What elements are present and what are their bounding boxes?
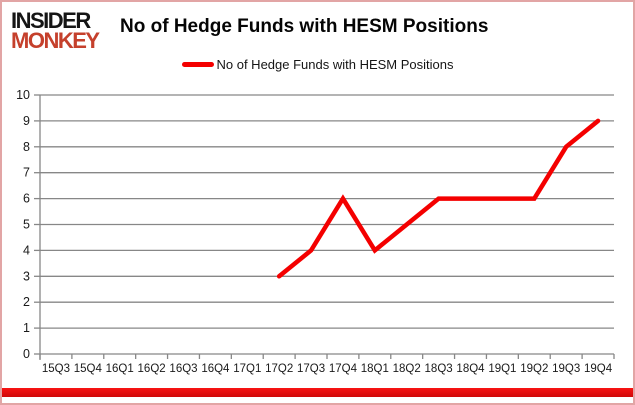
svg-text:6: 6	[23, 192, 30, 206]
legend-label: No of Hedge Funds with HESM Positions	[216, 57, 454, 72]
svg-text:18Q4: 18Q4	[456, 363, 485, 375]
svg-text:19Q3: 19Q3	[552, 363, 580, 375]
svg-text:17Q2: 17Q2	[265, 363, 293, 375]
svg-text:17Q3: 17Q3	[297, 363, 325, 375]
svg-text:5: 5	[23, 218, 30, 232]
svg-text:4: 4	[23, 243, 30, 257]
svg-text:18Q3: 18Q3	[425, 363, 453, 375]
svg-text:2: 2	[23, 295, 30, 309]
legend: No of Hedge Funds with HESM Positions	[2, 57, 633, 72]
svg-text:3: 3	[23, 269, 30, 283]
logo-text-insider: INSIDER	[11, 8, 91, 33]
svg-text:15Q3: 15Q3	[42, 363, 70, 375]
svg-text:16Q4: 16Q4	[201, 363, 230, 375]
svg-text:19Q4: 19Q4	[584, 363, 613, 375]
svg-text:9: 9	[23, 114, 30, 128]
insider-monkey-logo: INSIDER MONKEY	[11, 8, 100, 54]
legend-line-marker-icon	[181, 62, 214, 67]
svg-text:0: 0	[23, 347, 30, 361]
bottom-red-bar	[2, 388, 633, 397]
svg-text:1: 1	[23, 321, 30, 335]
svg-text:8: 8	[23, 140, 30, 154]
svg-text:18Q1: 18Q1	[361, 363, 389, 375]
svg-text:17Q4: 17Q4	[329, 363, 358, 375]
svg-text:16Q2: 16Q2	[138, 363, 166, 375]
svg-text:16Q3: 16Q3	[169, 363, 197, 375]
svg-text:7: 7	[23, 166, 30, 180]
svg-text:17Q1: 17Q1	[233, 363, 261, 375]
logo-text-monkey: MONKEY	[11, 28, 100, 54]
svg-text:10: 10	[16, 88, 30, 102]
svg-text:18Q2: 18Q2	[393, 363, 421, 375]
line-chart-plot: 0 1 2 3 4 5 6 7 8 9 10 15Q3 15Q4 16Q1 16Q2 16Q3 16Q4 17Q1…	[16, 88, 615, 375]
svg-text:19Q1: 19Q1	[488, 363, 516, 375]
svg-text:15Q4: 15Q4	[74, 363, 103, 375]
chart-title: No of Hedge Funds with HESM Positions	[120, 16, 489, 37]
svg-text:16Q1: 16Q1	[106, 363, 134, 375]
svg-text:19Q2: 19Q2	[520, 363, 548, 375]
